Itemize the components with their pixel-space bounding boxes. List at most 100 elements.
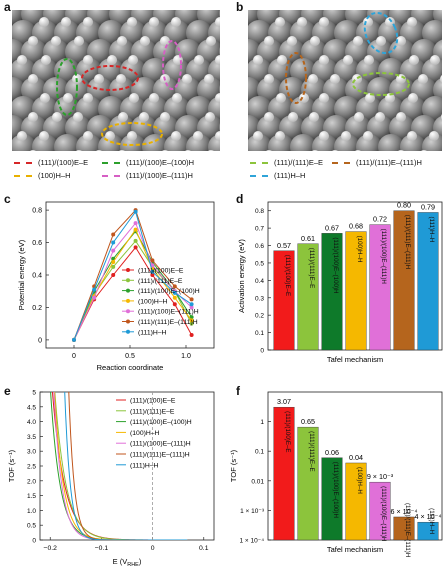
legend-label: (100)H–H (130, 430, 160, 437)
metal-atom (257, 39, 283, 65)
legend-b: (111)/(111)E–E (111)/(111)E–(111)H (111)… (250, 156, 446, 182)
site-highlight-ellipse (162, 40, 182, 90)
y-tick-label: 1 × 10⁻⁴ (240, 538, 265, 545)
legend-label: (111)/(100)E–(100)H (138, 288, 200, 295)
metal-atom (120, 58, 146, 84)
hydrogen-atom (363, 131, 373, 141)
y-tick-label: 0.1 (255, 449, 264, 456)
metal-atom (219, 123, 220, 133)
data-point (189, 315, 194, 320)
legend-label: (111)/(111)E–(111)H (130, 452, 190, 459)
bar-value-label: 9 × 10⁻³ (367, 472, 394, 481)
hydrogen-atom (40, 93, 50, 103)
hydrogen-atom (127, 131, 137, 141)
x-axis-label: Tafel mechanism (327, 545, 383, 554)
legend-label: (111)H–H (130, 462, 159, 469)
legend-b-swatch-2 (332, 161, 350, 164)
site-highlight-ellipse (352, 72, 410, 96)
metal-atom (164, 96, 190, 122)
hydrogen-atom (119, 150, 125, 151)
hydrogen-atom (39, 131, 49, 141)
y-tick-label: 0.6 (32, 240, 42, 247)
x-axis-label: Tafel mechanism (327, 355, 383, 364)
hydrogen-atom (440, 75, 442, 83)
y-axis-label: Potential energy (eV) (17, 239, 26, 310)
hydrogen-atom (30, 150, 36, 151)
hydrogen-atom (355, 150, 361, 151)
hydrogen-atom (396, 36, 406, 46)
hydrogen-atom (343, 55, 353, 65)
hydrogen-atom (127, 17, 137, 27)
data-point (189, 302, 194, 307)
data-point (72, 337, 76, 342)
bar-category-label: (111)/(111)E–E (308, 431, 315, 471)
hydrogen-atom (182, 74, 192, 84)
y-tick-label: 3.5 (27, 434, 36, 441)
hydrogen-atom (162, 150, 168, 151)
bar (369, 481, 391, 541)
y-tick-label: 5 (32, 390, 36, 397)
legend-label: (111)/(100)E–E (130, 398, 176, 405)
metal-atom (219, 10, 220, 19)
metal-atom (400, 20, 426, 46)
surface-image-b (248, 10, 442, 151)
hydrogen-atom (341, 131, 351, 141)
metal-atom (197, 77, 220, 103)
hydrogen-atom (83, 131, 93, 141)
hydrogen-atom (171, 131, 181, 141)
hydrogen-atom (185, 150, 191, 151)
hydrogen-atom (39, 17, 49, 27)
y-tick-label: 0.01 (251, 478, 264, 485)
hydrogen-atom (319, 17, 329, 27)
hydrogen-atom (310, 36, 320, 46)
panel-f-letter: f (236, 384, 240, 398)
data-point (150, 263, 155, 268)
hydrogen-atom (276, 93, 286, 103)
bar (417, 521, 439, 541)
hydrogen-atom (308, 74, 318, 84)
hydrogen-atom (149, 17, 159, 27)
hydrogen-atom (297, 17, 307, 27)
y-tick-label: 0.6 (255, 243, 264, 250)
legend-label: (111)/(111)E–(111)H (138, 319, 198, 326)
bar-category-label: (111)H–H (428, 216, 435, 242)
metal-atom (98, 96, 124, 122)
metal-atom (312, 134, 338, 151)
legend-a-label-3: (100)H–H (38, 171, 71, 180)
legend-label: (111)/(100)E–(111)H (138, 309, 199, 316)
site-highlight-ellipse (101, 122, 163, 146)
bar (297, 426, 319, 541)
legend-b-label-2: (111)/(111)E–(111)H (356, 158, 422, 167)
bar-category-label: (111)/(100)E–(100)H (332, 237, 339, 293)
bar-value-label: 0.67 (325, 223, 339, 232)
metal-atom (32, 96, 58, 122)
panel-d-letter: d (236, 192, 244, 206)
x-tick-label: 0.1 (199, 545, 209, 552)
hydrogen-atom (215, 17, 220, 27)
bar-category-label: (111)/(100)E–(111)H (380, 229, 387, 284)
surface-model-a (12, 10, 220, 151)
hydrogen-atom (215, 93, 220, 103)
hydrogen-atom (312, 150, 318, 151)
legend-a-item-3: (100)H–H (14, 169, 102, 182)
legend-b-item-2: (111)/(111)E–(111)H (332, 156, 422, 169)
data-point (111, 264, 116, 269)
metal-atom (120, 134, 146, 151)
metal-atom (164, 134, 190, 151)
hydrogen-atom (277, 55, 287, 65)
legend-label: (111)/(111)E–E (138, 278, 183, 285)
plot-frame (45, 201, 215, 349)
bar-value-label: 0.79 (421, 202, 435, 211)
metal-atom (268, 134, 294, 151)
y-tick-label: 4.5 (27, 404, 36, 411)
hydrogen-atom (193, 131, 203, 141)
hydrogen-atom (287, 36, 297, 46)
bar (321, 457, 343, 541)
hydrogen-atom (172, 93, 182, 103)
hydrogen-atom (149, 93, 159, 103)
plot-lines (50, 392, 188, 540)
hydrogen-atom (264, 36, 274, 46)
legend-marker (126, 319, 130, 324)
data-point (133, 221, 138, 226)
legend-label: (111)/(100)E–(100)H (130, 419, 192, 426)
